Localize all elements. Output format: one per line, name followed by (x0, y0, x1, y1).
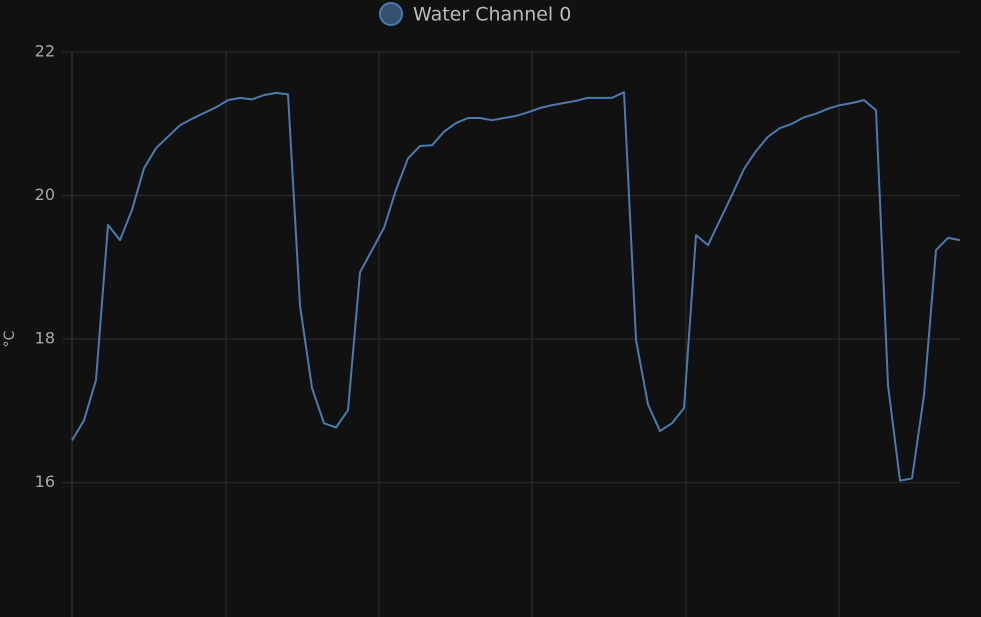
legend-swatch (379, 2, 403, 26)
legend-label: Water Channel 0 (413, 4, 571, 26)
legend[interactable]: Water Channel 0 (379, 2, 571, 26)
y-axis-label: °C (2, 330, 18, 347)
y-tick-label: 16 (35, 472, 55, 491)
y-tick-label: 20 (35, 185, 55, 204)
vertical-grid (225, 52, 840, 617)
y-tick-label: 22 (35, 42, 55, 61)
data-line (71, 91, 961, 482)
y-tick-label: 18 (35, 329, 55, 348)
